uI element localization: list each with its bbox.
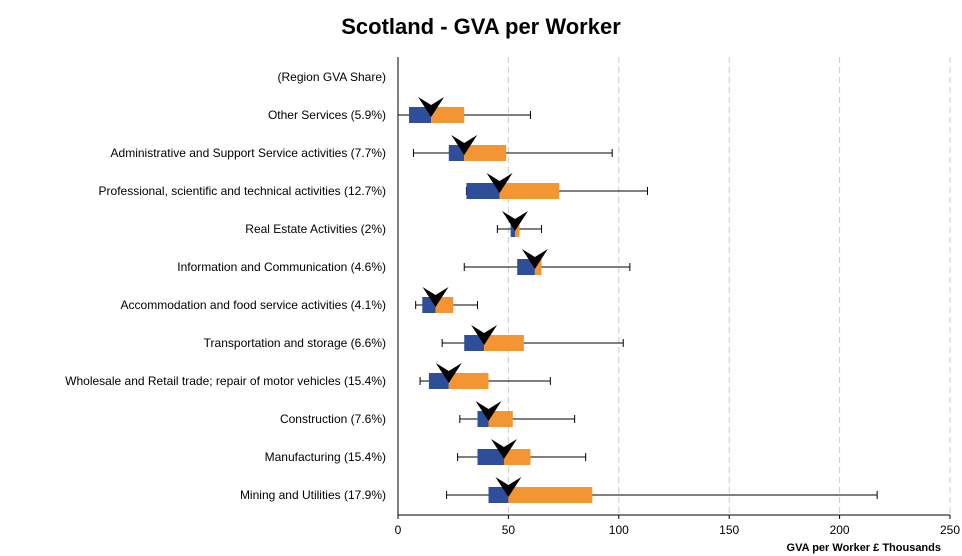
marker-icon bbox=[521, 249, 548, 269]
x-tick-label: 200 bbox=[830, 523, 850, 537]
lower-box bbox=[477, 411, 489, 427]
marker-icon bbox=[422, 287, 449, 307]
lower-box bbox=[488, 487, 509, 503]
category-label: Accommodation and food service activitie… bbox=[121, 298, 386, 312]
marker-icon bbox=[475, 401, 502, 421]
upper-box bbox=[503, 449, 531, 465]
upper-box bbox=[515, 221, 520, 237]
lower-box bbox=[409, 107, 432, 123]
upper-box bbox=[484, 335, 524, 351]
lower-box bbox=[477, 449, 504, 465]
marker-icon bbox=[471, 325, 498, 345]
x-tick-label: 150 bbox=[719, 523, 739, 537]
marker-icon bbox=[418, 97, 445, 117]
category-label: Manufacturing (15.4%) bbox=[265, 450, 386, 464]
lower-box bbox=[510, 221, 516, 237]
marker-icon bbox=[451, 135, 478, 155]
category-label: Professional, scientific and technical a… bbox=[99, 184, 386, 198]
category-labels: (Region GVA Share) Other Services (5.9%) A… bbox=[65, 70, 386, 502]
category-label: Mining and Utilities (17.9%) bbox=[240, 488, 386, 502]
x-axis: 0 50 100 150 200 250 bbox=[395, 57, 960, 537]
lower-box bbox=[517, 259, 535, 275]
x-axis-title: GVA per Worker £ Thousands bbox=[787, 542, 941, 554]
lower-box bbox=[428, 373, 449, 389]
marker-icon bbox=[495, 477, 522, 497]
category-label: Administrative and Support Service activ… bbox=[111, 146, 386, 160]
upper-box bbox=[488, 411, 513, 427]
upper-box bbox=[534, 259, 542, 275]
upper-box bbox=[499, 183, 560, 199]
category-label: Construction (7.6%) bbox=[280, 412, 386, 426]
marker-icon bbox=[490, 439, 517, 459]
upper-box bbox=[464, 145, 507, 161]
header-label: (Region GVA Share) bbox=[278, 70, 387, 84]
category-label: Other Services (5.9%) bbox=[268, 108, 386, 122]
upper-box bbox=[431, 107, 465, 123]
x-tick-label: 0 bbox=[395, 523, 402, 537]
x-tick-label: 100 bbox=[609, 523, 629, 537]
category-label: Information and Communication (4.6%) bbox=[177, 260, 386, 274]
marker-icon bbox=[486, 173, 513, 193]
x-tick-label: 250 bbox=[940, 523, 960, 537]
chart-title: Scotland - GVA per Worker bbox=[341, 14, 621, 39]
category-label: Wholesale and Retail trade; repair of mo… bbox=[65, 374, 386, 388]
category-label: Real Estate Activities (2%) bbox=[245, 222, 386, 236]
plot-area bbox=[397, 97, 878, 503]
lower-box bbox=[464, 335, 485, 351]
lower-box bbox=[466, 183, 500, 199]
marker-icon bbox=[435, 363, 462, 383]
upper-box bbox=[435, 297, 454, 313]
x-tick-label: 50 bbox=[502, 523, 516, 537]
upper-box bbox=[448, 373, 489, 389]
gridlines bbox=[507, 57, 951, 515]
category-label: Transportation and storage (6.6%) bbox=[204, 336, 386, 350]
marker-icon bbox=[502, 211, 529, 231]
upper-box bbox=[508, 487, 593, 503]
